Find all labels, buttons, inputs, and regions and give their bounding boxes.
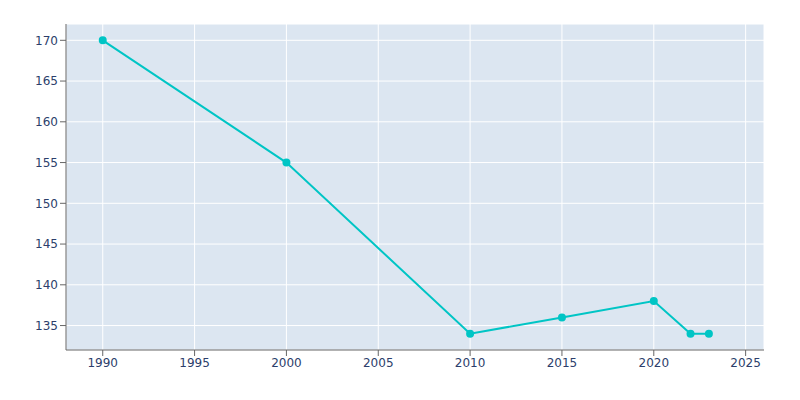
svg-text:2015: 2015 — [547, 356, 578, 370]
svg-text:1995: 1995 — [179, 356, 210, 370]
svg-text:160: 160 — [35, 115, 58, 129]
svg-text:2020: 2020 — [639, 356, 670, 370]
svg-text:145: 145 — [35, 237, 58, 251]
svg-text:170: 170 — [35, 34, 58, 48]
svg-text:150: 150 — [35, 197, 58, 211]
svg-text:2000: 2000 — [271, 356, 302, 370]
svg-text:2025: 2025 — [730, 356, 761, 370]
svg-text:140: 140 — [35, 278, 58, 292]
svg-text:155: 155 — [35, 156, 58, 170]
svg-text:1990: 1990 — [87, 356, 118, 370]
svg-text:165: 165 — [35, 74, 58, 88]
svg-text:2005: 2005 — [363, 356, 394, 370]
svg-text:135: 135 — [35, 319, 58, 333]
svg-text:2010: 2010 — [455, 356, 486, 370]
